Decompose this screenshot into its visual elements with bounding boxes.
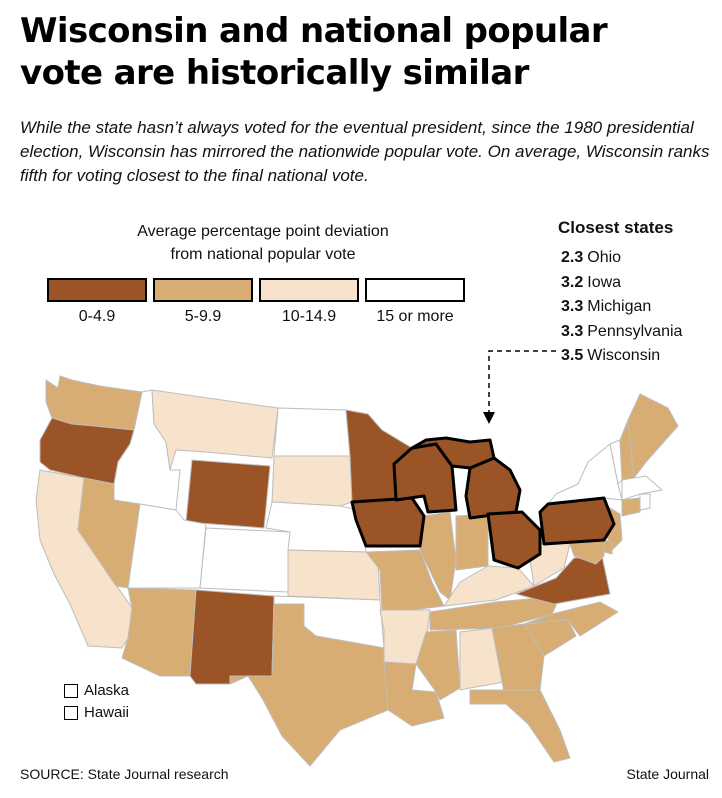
state-ma	[621, 475, 663, 501]
state-fl	[469, 689, 571, 763]
legend-swatch-5-9-9	[153, 278, 253, 302]
closest-state: Ohio	[587, 249, 622, 266]
legend-swatches: 0-4.9 5-9.9 10-14.9 15 or more	[47, 278, 471, 338]
hawaii-legend: Hawaii	[64, 704, 129, 721]
closest-row-iowa: 3.2 Iowa	[561, 271, 718, 296]
legend-title-line-2: from national popular vote	[170, 246, 356, 263]
state-mi	[464, 456, 522, 520]
state-in	[455, 513, 489, 571]
closest-row-pennsylvania: 3.3 Pennsylvania	[561, 320, 718, 345]
alaska-legend: Alaska	[64, 682, 129, 699]
legend-label-5-9-9: 5-9.9	[184, 308, 222, 325]
alaska-swatch	[64, 683, 78, 698]
state-ia	[350, 496, 426, 548]
closest-row-michigan: 3.3 Michigan	[561, 295, 718, 320]
closest-row-wisconsin: 3.5 Wisconsin	[561, 344, 718, 369]
state-al	[459, 627, 505, 691]
closest-value: 3.3	[561, 322, 584, 340]
state-nm	[189, 589, 275, 685]
state-oh	[486, 510, 542, 570]
alaska-label: Alaska	[84, 682, 130, 699]
wisconsin-pointer-line	[488, 350, 556, 412]
headline: Wisconsin and national popular vote are …	[20, 10, 710, 94]
legend-item-5-9-9: 5-9.9	[153, 278, 253, 326]
state-nd	[273, 407, 351, 457]
closest-state: Iowa	[587, 273, 622, 291]
closest-value: 3.2	[561, 273, 584, 291]
closest-row-ohio: 2.3 Ohio	[561, 246, 718, 271]
state-ms	[415, 629, 461, 701]
legend-swatch-10-14-9	[259, 278, 359, 302]
closest-state: Michigan	[587, 298, 652, 315]
state-mt	[151, 389, 279, 471]
source-note: SOURCE: State Journal research	[20, 766, 229, 782]
legend-label-15-or-more: 15 or more	[376, 308, 454, 325]
state-la	[383, 661, 445, 727]
legend-swatch-15-or-more	[365, 278, 465, 302]
closest-states-title: Closest states	[558, 218, 674, 237]
closest-value: 3.3	[561, 298, 584, 315]
state-de	[603, 539, 613, 555]
closest-state: Wisconsin	[587, 347, 661, 364]
state-ct	[621, 497, 641, 517]
headline-line-2: vote are historically similar	[20, 53, 529, 93]
credit-note: State Journal	[626, 766, 710, 782]
headline-line-1: Wisconsin and national popular	[20, 11, 608, 51]
state-pa	[538, 496, 616, 546]
legend-title-line-1: Average percentage point deviation	[137, 223, 389, 240]
state-ga	[491, 623, 545, 693]
state-tx	[229, 603, 389, 767]
legend-item-0-4-9: 0-4.9	[47, 278, 147, 326]
hawaii-label: Hawaii	[84, 704, 130, 721]
closest-state: Pennsylvania	[587, 322, 683, 340]
legend-swatch-0-4-9	[47, 278, 147, 302]
legend-label-0-4-9: 0-4.9	[78, 308, 116, 325]
state-me	[627, 393, 679, 479]
state-ks	[287, 549, 381, 601]
legend-item-15-or-more: 15 or more	[365, 278, 465, 326]
state-mi-upper	[410, 436, 496, 470]
closest-value: 2.3	[561, 249, 584, 266]
legend-title: Average percentage point deviation from …	[48, 220, 478, 266]
states-layer	[35, 375, 679, 767]
state-nc	[523, 601, 619, 637]
wisconsin-pointer-arrow	[483, 412, 495, 424]
closest-states-panel: Closest states 2.3 Ohio 3.2 Iowa 3.3 Michig…	[558, 218, 718, 369]
state-ny	[547, 443, 623, 505]
intro-text: While the state hasn’t always voted for …	[20, 118, 710, 185]
state-co	[199, 527, 291, 593]
state-ri	[639, 493, 651, 511]
closest-value: 3.5	[561, 347, 584, 364]
state-wy	[185, 459, 271, 529]
hawaii-swatch	[64, 705, 78, 720]
state-az	[121, 587, 197, 677]
legend-item-10-14-9: 10-14.9	[259, 278, 359, 326]
legend-label-10-14-9: 10-14.9	[281, 308, 337, 325]
state-sd	[271, 455, 353, 507]
